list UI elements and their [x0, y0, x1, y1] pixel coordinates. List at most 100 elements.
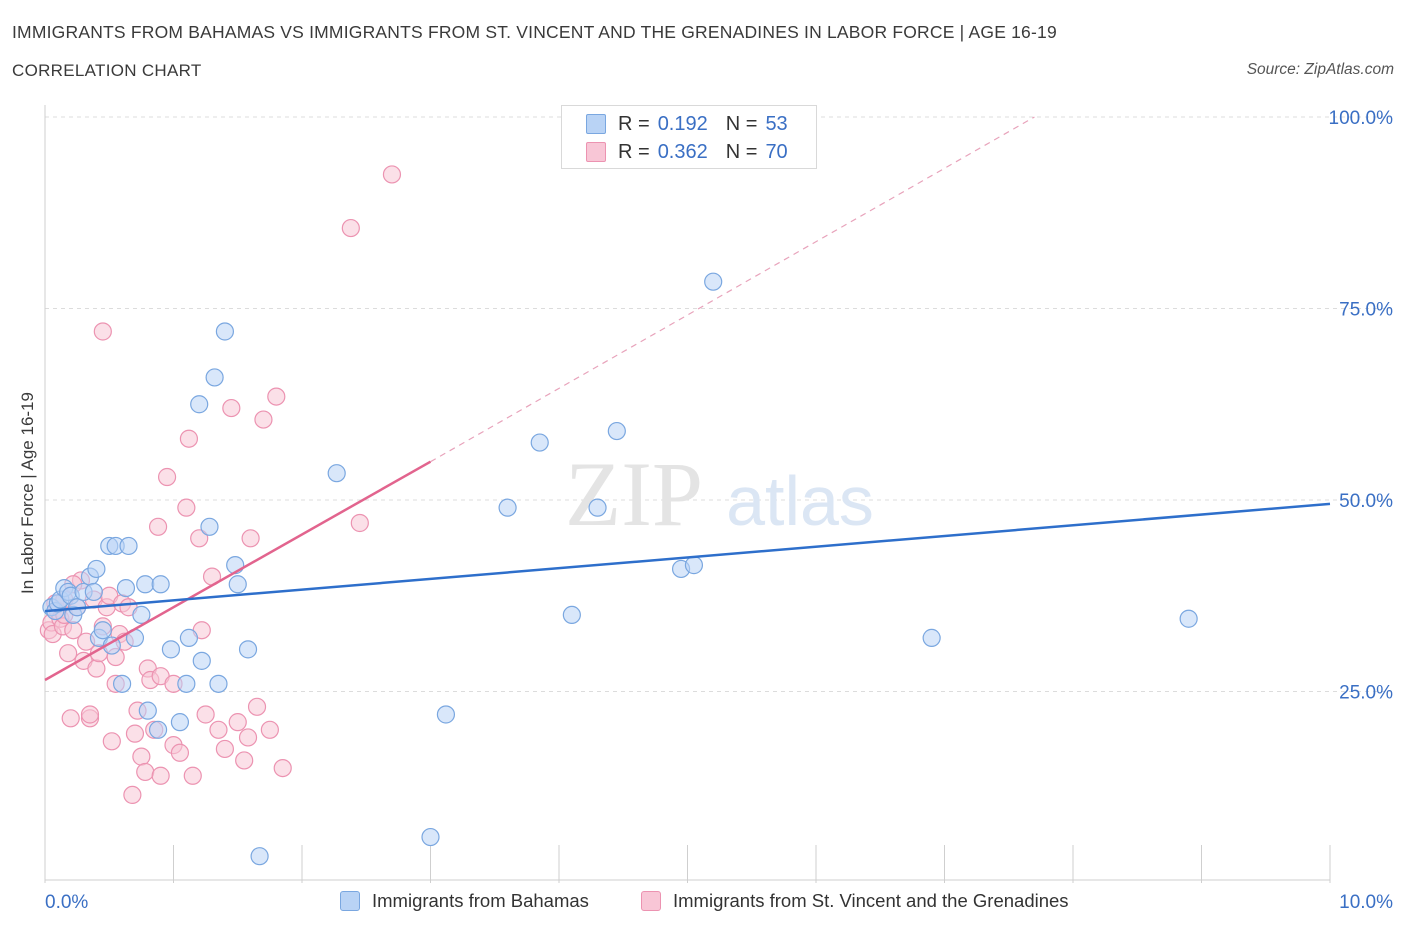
- point-bahamas-36: [215, 322, 234, 341]
- point-bahamas-39: [238, 640, 258, 659]
- point-st-vincent-9: [61, 709, 80, 728]
- point-st-vincent-41: [177, 498, 196, 517]
- point-bahamas-47: [588, 498, 607, 517]
- point-bahamas-50: [684, 556, 704, 575]
- point-st-vincent-64: [80, 705, 100, 724]
- point-bahamas-41: [327, 464, 346, 483]
- point-st-vincent-31: [132, 747, 151, 766]
- point-st-vincent-32: [136, 762, 155, 782]
- bottom-legend-swatch-st-vincent: [641, 891, 661, 911]
- y-tick-label-50: 50.0%: [1339, 491, 1393, 512]
- point-bahamas-19: [116, 578, 136, 598]
- series-st-vincent-points: [39, 165, 402, 805]
- point-bahamas-51: [704, 272, 723, 291]
- legend-n-label: N =: [725, 112, 758, 135]
- x-tick-label-max: 10.0%: [1339, 892, 1393, 913]
- point-bahamas-14: [93, 621, 112, 640]
- bottom-legend-st-vincent: Immigrants from St. Vincent and the Gren…: [641, 890, 1069, 912]
- point-bahamas-42: [421, 827, 440, 847]
- point-bahamas-32: [192, 651, 211, 670]
- point-st-vincent-44: [190, 529, 209, 548]
- watermark: ZIP atlas: [565, 443, 874, 545]
- point-st-vincent-42: [179, 429, 199, 448]
- legend-r-value-st-vincent: 0.362: [657, 140, 708, 163]
- y-tick-label-75: 75.0%: [1339, 300, 1393, 321]
- point-st-vincent-59: [273, 758, 292, 778]
- point-bahamas-20: [119, 536, 138, 556]
- point-bahamas-23: [136, 575, 155, 594]
- point-st-vincent-17: [87, 659, 106, 678]
- legend-r-label: R =: [618, 140, 650, 163]
- bottom-legend-swatch-bahamas: [340, 891, 360, 911]
- point-st-vincent-62: [382, 165, 402, 184]
- point-bahamas-43: [436, 705, 456, 724]
- point-st-vincent-43: [183, 766, 202, 785]
- point-bahamas-30: [179, 628, 199, 647]
- point-bahamas-40: [250, 847, 269, 866]
- trend-lines: [44, 116, 1331, 682]
- watermark-atlas: atlas: [726, 462, 874, 540]
- source-label: Source: ZipAtlas.com: [1246, 61, 1394, 78]
- point-st-vincent-36: [148, 517, 168, 536]
- point-bahamas-48: [607, 421, 626, 441]
- point-bahamas-45: [530, 433, 549, 452]
- legend-row-st-vincent: R = 0.362 N = 70: [586, 139, 788, 165]
- bottom-legend-bahamas: Immigrants from Bahamas: [340, 890, 589, 912]
- trend-bahamas: [44, 502, 1331, 613]
- point-st-vincent-29: [125, 724, 145, 743]
- point-st-vincent-49: [215, 739, 234, 759]
- point-bahamas-35: [209, 674, 228, 693]
- y-tick-label-25: 25.0%: [1339, 683, 1393, 704]
- point-bahamas-27: [161, 640, 181, 659]
- point-st-vincent-40: [170, 743, 190, 762]
- grid-lines: [45, 116, 1392, 692]
- point-st-vincent-56: [254, 410, 273, 429]
- point-bahamas-46: [562, 605, 581, 625]
- point-st-vincent-61: [350, 513, 369, 533]
- point-st-vincent-63: [151, 766, 170, 785]
- y-tick-label-100: 100.0%: [1329, 108, 1394, 129]
- point-st-vincent-52: [235, 751, 254, 770]
- point-bahamas-34: [205, 368, 224, 387]
- x-tick-label-min: 0.0%: [45, 892, 88, 913]
- point-st-vincent-19: [93, 322, 112, 341]
- point-st-vincent-50: [222, 398, 241, 418]
- bottom-legend-label-st-vincent: Immigrants from St. Vincent and the Gren…: [673, 890, 1069, 911]
- point-st-vincent-53: [238, 728, 258, 747]
- point-bahamas-52: [922, 628, 941, 647]
- legend-row-bahamas: R = 0.192 N = 53: [586, 111, 788, 137]
- tick-labels: 25.0% 50.0% 75.0% 100.0% 0.0% 10.0%: [45, 108, 1393, 913]
- point-st-vincent-58: [267, 387, 286, 406]
- point-st-vincent-54: [241, 529, 260, 548]
- point-st-vincent-48: [209, 720, 228, 739]
- point-st-vincent-51: [228, 713, 247, 732]
- trend-st-vincent-extension: [430, 116, 1035, 463]
- point-st-vincent-46: [196, 705, 215, 724]
- legend-n-value-st-vincent: 70: [765, 140, 788, 163]
- point-bahamas-16: [102, 636, 121, 655]
- point-bahamas-33: [200, 517, 219, 536]
- point-bahamas-12: [87, 559, 106, 579]
- legend-swatch-bahamas: [586, 114, 606, 134]
- point-bahamas-18: [112, 674, 132, 693]
- point-bahamas-38: [228, 575, 247, 594]
- point-st-vincent-60: [341, 218, 360, 238]
- point-bahamas-26: [151, 575, 170, 594]
- stats-legend: R = 0.192 N = 53 R = 0.362 N = 70: [561, 105, 817, 169]
- point-bahamas-29: [177, 674, 196, 693]
- point-bahamas-28: [170, 713, 190, 732]
- point-st-vincent-22: [102, 732, 121, 751]
- point-bahamas-44: [498, 498, 517, 517]
- point-st-vincent-57: [260, 720, 279, 739]
- legend-n-label: N =: [725, 140, 758, 163]
- legend-n-value-bahamas: 53: [765, 112, 788, 135]
- point-st-vincent-38: [157, 467, 177, 487]
- axes: [44, 105, 1331, 883]
- legend-r-label: R =: [618, 112, 650, 135]
- chart-subtitle: CORRELATION CHART: [12, 61, 202, 80]
- point-bahamas-25: [148, 720, 168, 739]
- point-bahamas-24: [138, 701, 157, 720]
- point-bahamas-53: [1179, 609, 1198, 628]
- point-bahamas-22: [132, 605, 151, 625]
